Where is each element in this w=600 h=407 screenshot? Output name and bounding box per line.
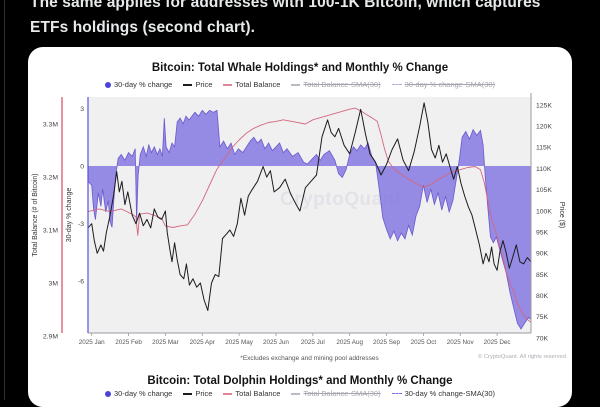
legend-item: Total Balance (223, 389, 280, 398)
balance-tick-label: 2.9M (43, 333, 58, 340)
tweet-text: The same applies for addresses with 100-… (30, 0, 584, 40)
price-tick-label: 80K (536, 293, 549, 300)
left-border-line (4, 0, 5, 400)
x-tick-label: 2025 Nov (447, 339, 475, 346)
price-tick-label: 110K (536, 166, 552, 173)
legend-line-icon (223, 392, 233, 395)
tweet-line-2: ETFs holdings (second chart). (30, 19, 256, 36)
price-tick-label: 115K (536, 145, 552, 152)
price-tick-label: 90K (536, 251, 549, 258)
balance-tick-label: 3M (49, 280, 59, 287)
legend-dash-icon (391, 84, 402, 85)
legend-label: 30-day % change (113, 80, 173, 89)
legend-label: 30-day % change (113, 389, 173, 398)
legend-label: Total Balance (235, 389, 281, 398)
legend-label: Total Balance-SMA(30) (303, 80, 381, 89)
price-tick-label: 75K (536, 314, 549, 321)
legend-item: Price (183, 80, 212, 89)
copyright-text: © CryptoQuant. All rights reserved (477, 354, 566, 360)
pct-change-area (88, 110, 531, 330)
price-line (87, 102, 532, 311)
legend-item: 30-day % change-SMA(30) (391, 389, 496, 398)
balance-axis-title: Total Balance (# of Bitcoin) (32, 173, 39, 256)
x-tick-label: 2025 Feb (115, 339, 142, 346)
total-balance-line (87, 107, 532, 323)
whale-chart-plot: CryptoQuant 3 0 -3 -6 3.3M 3.2M 3.1M 3M 2.9M 125K 1… (32, 93, 565, 346)
pct-tick-label: 0 (80, 163, 84, 170)
legend-label: 30-day % change-SMA(30) (404, 80, 496, 89)
x-tick-label: 2025 Apr (190, 339, 215, 346)
pct-tick-label: -3 (78, 221, 84, 228)
legend-dash-icon (391, 393, 402, 394)
legend-line-icon (291, 83, 301, 86)
legend-label: Price (195, 80, 213, 89)
whale-chart-title: Bitcoin: Total Whale Holdings* and Month… (151, 62, 449, 74)
legend-item: Total Balance-SMA(30) (291, 389, 381, 398)
pct-tick-label: 3 (80, 106, 84, 113)
x-tick-label: 2025 Jan (79, 339, 105, 346)
legend-item: Price (183, 389, 212, 398)
price-tick-label: 100K (536, 208, 552, 215)
x-tick-label: 2025 Sep (373, 339, 400, 346)
legend-line-icon (223, 83, 233, 86)
legend-item: 30-day % change-SMA(30) (391, 80, 496, 89)
pct-change-line (87, 109, 532, 330)
legend-line-icon (183, 83, 193, 86)
plot-background (88, 97, 531, 333)
pct-axis-title: 30-day % change (66, 188, 73, 243)
legend-item: Total Balance (223, 80, 280, 89)
legend-item: Total Balance-SMA(30) (291, 80, 381, 89)
legend-label: Price (195, 389, 213, 398)
price-tick-label: 120K (536, 124, 552, 131)
x-tick-label: 2025 May (225, 339, 254, 346)
x-tick-label: 2025 Oct (411, 339, 437, 346)
legend-label: Total Balance (235, 80, 281, 89)
tweet-line-1: The same applies for addresses with 100-… (30, 0, 541, 11)
legend-item: 30-day % change (104, 389, 173, 398)
chart-footnote: *Excludes exchange and mining pool addre… (240, 355, 379, 362)
dolphin-chart-legend: 30-day % change Price Total Balance Total B… (28, 389, 572, 398)
price-tick-label: 95K (536, 229, 549, 236)
balance-tick-label: 3.1M (43, 227, 58, 234)
x-tick-label: 2025 Aug (336, 339, 363, 346)
price-tick-label: 105K (536, 187, 552, 194)
price-axis-title: Price ($) (558, 202, 565, 228)
legend-label: Total Balance-SMA(30) (303, 389, 381, 398)
legend-dot-icon (104, 390, 111, 397)
legend-line-icon (291, 392, 301, 395)
dolphin-chart-title: Bitcoin: Total Dolphin Holdings* and Mon… (147, 375, 453, 387)
legend-item: 30-day % change (104, 80, 173, 89)
legend-line-icon (183, 392, 193, 395)
balance-tick-label: 3.3M (43, 121, 58, 128)
legend-label: 30-day % change-SMA(30) (404, 389, 496, 398)
price-tick-label: 70K (536, 335, 549, 342)
legend-dot-icon (104, 81, 111, 88)
chart-image-card[interactable]: Bitcoin: Total Whale Holdings* and Month… (28, 47, 572, 407)
whale-chart-legend: 30-day % change Price Total Balance Total B… (28, 80, 572, 89)
x-tick-label: 2025 Mar (152, 339, 179, 346)
x-tick-label: 2025 Dec (484, 339, 511, 346)
pct-tick-label: -6 (78, 278, 84, 285)
price-tick-label: 125K (536, 102, 552, 109)
x-tick-label: 2025 Jul (301, 339, 325, 346)
balance-tick-label: 3.2M (43, 174, 58, 181)
x-tick-label: 2025 Jun (263, 339, 289, 346)
price-tick-label: 85K (536, 272, 549, 279)
cryptoquant-watermark: CryptoQuant (280, 189, 402, 210)
